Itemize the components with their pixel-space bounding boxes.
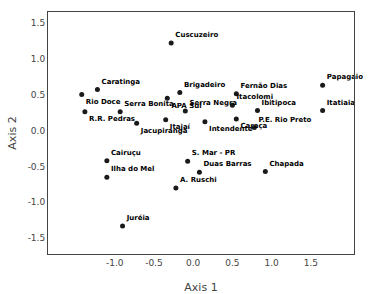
svg-text:P.E. Rio Preto: P.E. Rio Preto [258,116,311,124]
svg-text:Cairuçu: Cairuçu [111,149,141,157]
svg-text:-0.5: -0.5 [145,258,163,268]
svg-text:Caratinga: Caratinga [102,78,141,86]
svg-text:Ibitipoca: Ibitipoca [262,99,297,107]
svg-text:1.5: 1.5 [304,258,318,268]
svg-text:Intendente: Intendente [209,125,253,133]
svg-text:Itacolomi: Itacolomi [237,93,274,101]
svg-text:Chapada: Chapada [269,160,304,168]
svg-text:Itatiaia: Itatiaia [327,99,356,107]
svg-text:A. Ruschi: A. Ruschi [180,176,217,184]
svg-text:Itajaí: Itajaí [170,123,191,131]
svg-text:0.5: 0.5 [225,258,239,268]
svg-text:-1.5: -1.5 [28,233,46,243]
svg-text:Cuscuzeiro: Cuscuzeiro [175,31,218,39]
svg-text:Axis 1: Axis 1 [184,281,217,294]
svg-text:1.0: 1.0 [264,258,279,268]
svg-text:Brigadeiro: Brigadeiro [184,81,226,89]
svg-text:Juréia: Juréia [126,214,150,222]
svg-text:Fernão Dias: Fernão Dias [240,82,287,90]
svg-text:APA Sul: APA Sul [171,102,201,110]
svg-text:-1.0: -1.0 [28,197,46,207]
svg-text:Serra Negra: Serra Negra [189,99,237,107]
svg-text:-0.5: -0.5 [28,162,46,172]
svg-text:1.5: 1.5 [31,18,45,28]
svg-text:Serra Bonita: Serra Bonita [124,100,174,108]
svg-text:Axis 2: Axis 2 [6,116,19,149]
svg-text:Rio Doce: Rio Doce [86,98,121,106]
svg-text:Jacupiranga: Jacupiranga [140,127,188,135]
svg-text:0.0: 0.0 [31,126,46,136]
svg-text:Caraça: Caraça [240,122,267,130]
svg-text:0.5: 0.5 [31,90,45,100]
svg-text:Papagaio: Papagaio [327,73,364,81]
svg-text:-1.0: -1.0 [106,258,124,268]
svg-text:0.0: 0.0 [186,258,201,268]
svg-text:R.R. Pedras: R.R. Pedras [89,115,135,123]
svg-text:S. Mar - PR: S. Mar - PR [192,149,236,157]
svg-text:1.0: 1.0 [31,54,46,64]
svg-text:Ilha do Mel: Ilha do Mel [111,165,155,173]
svg-text:Duas Barras: Duas Barras [204,160,252,168]
